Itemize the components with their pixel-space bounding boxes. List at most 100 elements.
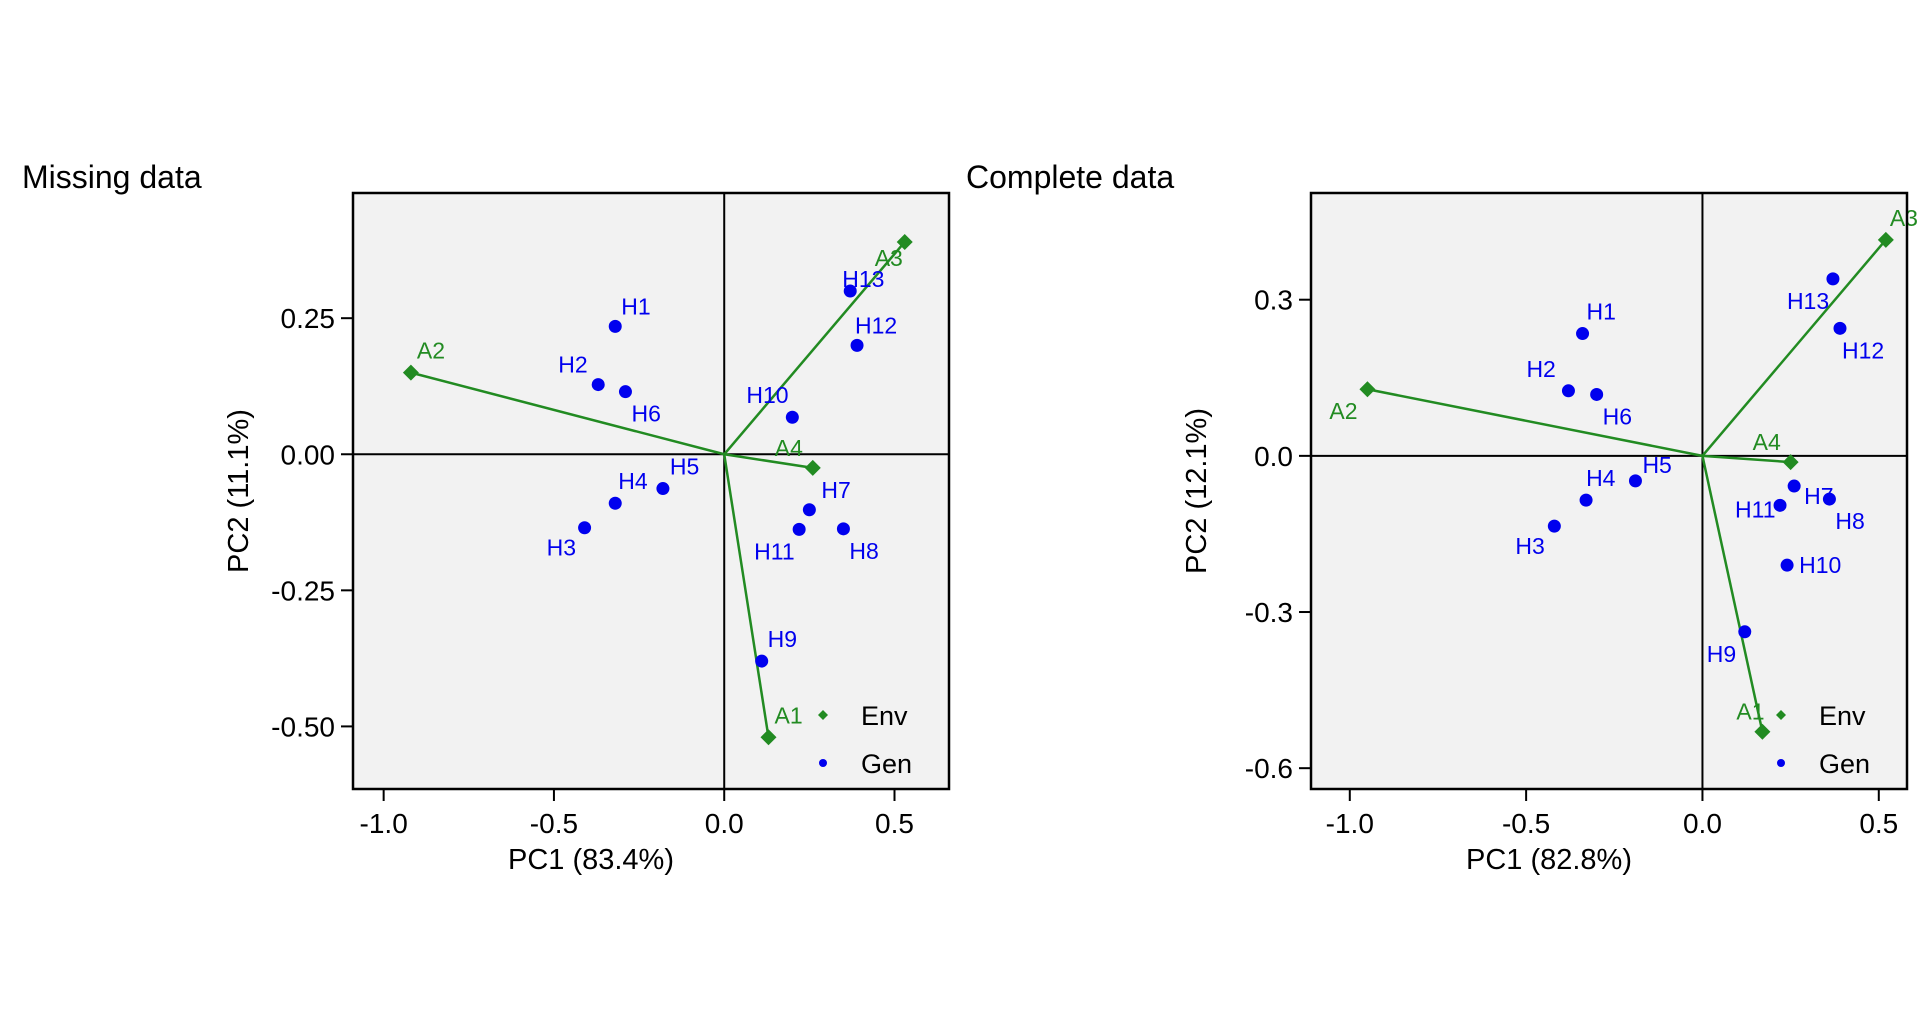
x-tick-label: 0.5 [875, 808, 914, 839]
env-point-a2 [402, 364, 419, 381]
gen-point-h3 [578, 521, 592, 535]
gen-label-h5: H5 [1642, 452, 1671, 478]
gen-label-h2: H2 [1526, 356, 1555, 382]
plot-frame [351, 191, 951, 791]
gen-label-h5: H5 [670, 454, 699, 480]
legend-env-label: Env [1819, 701, 1866, 731]
env-vector-a1 [1701, 455, 1764, 733]
gen-point-h2 [591, 378, 605, 392]
gen-label-h3: H3 [547, 535, 576, 561]
gen-point-h8 [1822, 492, 1836, 506]
y-tick-label: 0.00 [281, 439, 336, 470]
gen-label-h6: H6 [631, 401, 660, 427]
gen-label-h8: H8 [849, 538, 878, 564]
gen-point-h9 [755, 654, 769, 668]
legend-gen-marker [1777, 759, 1785, 767]
x-tick-label: -1.0 [360, 808, 408, 839]
plot-frame [1309, 191, 1909, 791]
gen-point-h7 [802, 503, 816, 517]
y-axis-label: PC2 (12.1%) [1181, 408, 1213, 574]
env-label-a2: A2 [1329, 398, 1357, 424]
gen-point-h7 [1787, 479, 1801, 493]
plot-area [1311, 193, 1907, 789]
gen-label-h11: H11 [754, 538, 795, 564]
env-point-a3 [1877, 231, 1894, 248]
gen-point-h6 [618, 385, 632, 399]
env-point-a2 [1359, 381, 1376, 398]
x-tick-label: 0.0 [705, 808, 744, 839]
y-tick-label: -0.3 [1245, 597, 1293, 628]
y-tick-label: 0.25 [281, 303, 336, 334]
panel-1: Missing data H1 H2 H3 H4 H5 H6 H7 H8 H9 H10 H11 H12 H… [22, 159, 951, 876]
env-vector-a4 [724, 453, 813, 470]
y-tick-label: 0.3 [1254, 285, 1293, 316]
gen-label-h10: H10 [1799, 552, 1841, 578]
gen-point-h12 [850, 338, 864, 352]
legend-env-marker [1776, 710, 1786, 720]
y-tick-label: 0.0 [1254, 441, 1293, 472]
gen-label-h6: H6 [1603, 403, 1632, 429]
legend-env-label: Env [861, 701, 908, 731]
gen-point-h3 [1547, 519, 1561, 533]
env-point-a4 [804, 459, 821, 476]
env-vector-a3 [723, 241, 906, 456]
legend-gen-label: Gen [1819, 749, 1870, 779]
env-vector-a2 [1367, 388, 1703, 458]
x-axis-label: PC1 (83.4%) [508, 844, 674, 876]
gen-label-h4: H4 [618, 468, 648, 494]
x-tick-label: -1.0 [1326, 808, 1374, 839]
x-tick-label: 0.0 [1683, 808, 1722, 839]
env-vector-a1 [722, 454, 770, 738]
gen-point-h9 [1738, 625, 1752, 639]
legend-gen-marker [819, 759, 827, 767]
x-axis-label: PC1 (82.8%) [1466, 844, 1632, 876]
env-vector-a4 [1702, 454, 1791, 464]
gen-point-h6 [1590, 387, 1604, 401]
gen-point-h13 [1826, 272, 1840, 286]
gen-label-h3: H3 [1515, 533, 1544, 559]
gen-point-h11 [1773, 498, 1787, 512]
y-tick-label: -0.6 [1245, 753, 1293, 784]
gen-label-h13: H13 [842, 266, 884, 292]
gen-label-h2: H2 [558, 352, 587, 378]
gen-label-h4: H4 [1586, 465, 1616, 491]
env-point-a1 [760, 729, 777, 746]
y-tick-label: -0.25 [271, 575, 335, 606]
gen-label-h12: H12 [855, 312, 897, 338]
gen-label-h1: H1 [1587, 299, 1616, 325]
env-label-a1: A1 [774, 702, 802, 728]
gen-label-h13: H13 [1787, 288, 1829, 314]
x-tick-label: -0.5 [530, 808, 578, 839]
gen-label-h7: H7 [821, 477, 850, 503]
env-label-a4: A4 [1753, 429, 1781, 455]
gen-point-h5 [656, 482, 670, 496]
gen-label-h11: H11 [1735, 496, 1776, 522]
y-axis-label: PC2 (11.1%) [223, 409, 255, 573]
x-tick-label: -0.5 [1502, 808, 1550, 839]
env-label-a1: A1 [1736, 699, 1764, 725]
gen-label-h12: H12 [1842, 337, 1884, 363]
env-vector-a2 [410, 371, 725, 456]
gen-label-h9: H9 [1707, 641, 1736, 667]
gen-point-h11 [792, 522, 806, 536]
gen-label-h9: H9 [768, 626, 797, 652]
gen-point-h2 [1561, 384, 1575, 398]
gen-point-h4 [608, 496, 622, 510]
gen-label-h1: H1 [621, 293, 650, 319]
gen-point-h13 [843, 284, 857, 298]
panel-2: Complete dataH1H2H3H4H5H6H7H8H9H10H11H12… [966, 159, 1918, 876]
env-label-a2: A2 [417, 338, 445, 364]
env-label-a3: A3 [1890, 205, 1918, 231]
x-tick-label: 0.5 [1859, 808, 1898, 839]
env-point-a1 [1754, 723, 1771, 740]
panel-title: Missing data [22, 159, 202, 195]
panel-title: Complete data [966, 159, 1174, 195]
gen-point-h5 [1628, 474, 1642, 488]
gen-label-h10: H10 [746, 382, 788, 408]
gen-point-h4 [1579, 493, 1593, 507]
gen-point-h10 [1780, 558, 1794, 572]
env-point-a4 [1782, 454, 1799, 471]
gen-point-h12 [1833, 321, 1847, 335]
legend-env-marker [818, 710, 828, 720]
